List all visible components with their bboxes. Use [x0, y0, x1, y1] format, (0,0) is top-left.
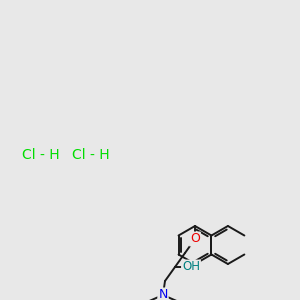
Text: OH: OH	[182, 260, 200, 274]
Text: Cl - H: Cl - H	[72, 148, 110, 162]
Text: O: O	[190, 232, 200, 245]
Text: Cl - H: Cl - H	[22, 148, 60, 162]
Text: N: N	[158, 289, 168, 300]
